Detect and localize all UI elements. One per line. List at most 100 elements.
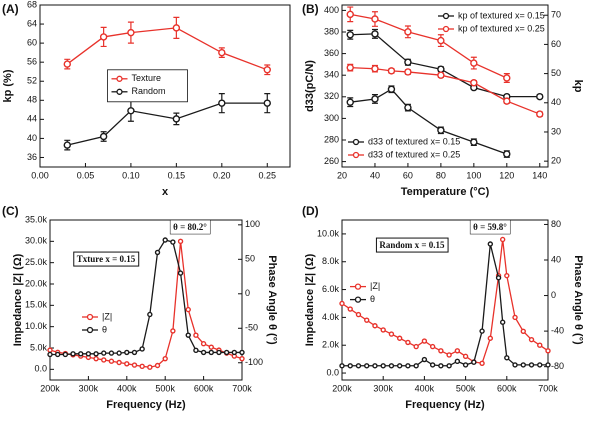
legend-marker <box>116 88 123 95</box>
plot-frame <box>341 219 549 381</box>
y-tick-label: 8.0k <box>322 256 340 266</box>
x-tick-label: 400k <box>117 383 137 393</box>
legend-label: θ <box>370 294 375 304</box>
panel-label: (D) <box>302 204 319 218</box>
x-tick-label: 300k <box>79 383 99 393</box>
legend-marker <box>442 12 450 20</box>
x-tick-label: 60 <box>403 170 413 180</box>
marker <box>536 110 544 118</box>
x-axis-title: x <box>162 186 169 198</box>
marker <box>470 59 478 67</box>
legend-label: d33 of textured x= 0.15 <box>368 136 460 146</box>
annotation-box <box>169 219 211 235</box>
marker <box>388 363 395 369</box>
marker <box>512 314 518 321</box>
y2-tick-label: 20 <box>551 156 561 166</box>
y2-tick-label: 50 <box>551 68 561 78</box>
plot-frame <box>49 219 243 381</box>
marker <box>371 30 379 38</box>
y-tick-label: 400 <box>324 5 339 15</box>
plot-frame <box>341 4 549 168</box>
marker <box>355 311 362 318</box>
y2-axis-title: Phase Angle θ (°) <box>572 255 584 345</box>
y-tick-label: 52 <box>27 76 37 86</box>
marker <box>185 306 191 313</box>
x-tick-label: 600k <box>497 383 517 393</box>
y2-tick-label: 80 <box>551 219 561 229</box>
x-tick-label: 0.25 <box>259 170 277 180</box>
marker <box>93 351 99 357</box>
marker <box>78 351 84 357</box>
y-tick-label: 260 <box>324 156 339 166</box>
y-tick-label: 10.0k <box>317 228 340 238</box>
marker <box>429 362 436 368</box>
series-line <box>342 243 548 367</box>
marker <box>437 126 445 134</box>
x-tick-label: 400k <box>415 383 435 393</box>
legend-marker <box>354 296 362 303</box>
annotation: θ = 80.2° <box>173 222 207 232</box>
marker <box>108 358 115 364</box>
y-tick-label: 68 <box>27 0 37 9</box>
marker <box>347 306 353 312</box>
marker <box>413 343 419 350</box>
y-tick-label: 64 <box>27 18 37 28</box>
annotation-box <box>73 251 140 267</box>
marker <box>380 327 386 333</box>
y-tick-label: 340 <box>324 70 339 80</box>
x-tick-label: 0.00 <box>31 170 49 180</box>
legend-label: θ <box>102 324 107 334</box>
marker <box>147 364 153 370</box>
marker <box>364 317 370 323</box>
x-tick-label: 200k <box>40 383 60 393</box>
marker <box>177 238 184 245</box>
marker <box>404 58 412 66</box>
marker <box>545 362 551 368</box>
legend-marker <box>442 25 450 33</box>
legend-label: Texture <box>132 73 162 83</box>
y-tick-label: 30.0k <box>25 236 48 246</box>
marker <box>63 141 71 149</box>
marker <box>85 351 92 357</box>
marker <box>487 241 494 247</box>
marker <box>346 10 354 19</box>
marker <box>239 349 245 356</box>
legend: |Z| θ <box>350 281 380 304</box>
marker <box>396 363 403 369</box>
annotation-box <box>375 237 449 253</box>
marker <box>387 67 396 75</box>
marker <box>346 63 354 72</box>
marker <box>162 237 168 243</box>
marker <box>177 270 184 276</box>
y2-tick-label: 100 <box>245 219 260 229</box>
series-line <box>350 66 540 115</box>
marker <box>437 71 445 79</box>
marker <box>47 351 53 358</box>
y-tick-label: 36 <box>27 152 37 162</box>
legend: kp of textured x= 0.15 kp of textured x= … <box>438 10 545 33</box>
marker <box>124 349 130 356</box>
y-tick-label: 56 <box>27 57 37 67</box>
marker <box>479 328 485 334</box>
y-tick-label: 5.0k <box>30 342 48 352</box>
marker <box>536 92 544 101</box>
marker <box>499 319 506 325</box>
marker <box>495 275 502 281</box>
y-tick-label: 2.0k <box>322 340 340 350</box>
x-tick-label: 140 <box>532 170 547 180</box>
marker <box>193 332 199 338</box>
marker <box>528 362 535 368</box>
legend-label: d33 of textured x= 0.25 <box>368 149 460 159</box>
x-tick-label: 80 <box>436 170 446 180</box>
marker <box>471 359 477 365</box>
marker <box>537 362 543 368</box>
x-tick-label: 200k <box>332 383 352 393</box>
x-tick-label: 0.20 <box>213 170 231 180</box>
marker <box>404 28 412 36</box>
marker <box>170 239 176 245</box>
marker <box>537 342 543 348</box>
marker <box>131 349 138 356</box>
series-line <box>67 102 268 146</box>
marker <box>446 363 452 369</box>
marker <box>101 357 107 363</box>
